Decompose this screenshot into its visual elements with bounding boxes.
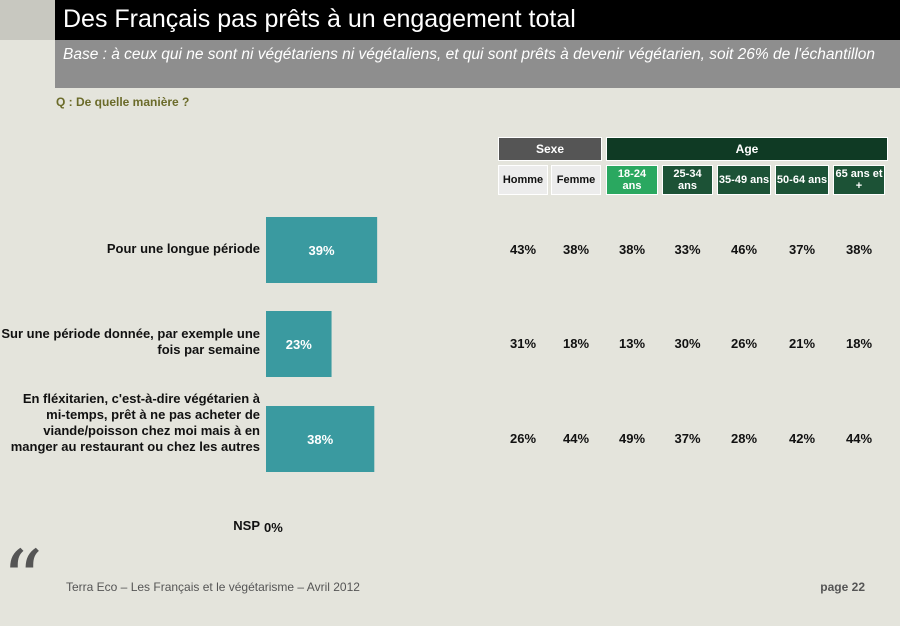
table-cell: 33% (674, 242, 701, 257)
column-header-18-24: 18-24 ans (606, 165, 658, 195)
row-label-nsp: NSP (233, 518, 260, 533)
table-cell: 44% (845, 431, 873, 446)
table-cell: 18% (562, 336, 590, 351)
sexe-group-header: Sexe (498, 137, 602, 161)
column-header-femme: Femme (551, 165, 601, 195)
page-number: page 22 (820, 580, 865, 594)
age-group-header: Age (606, 137, 888, 161)
table-cell: 31% (509, 336, 537, 351)
column-header-25-34: 25-34 ans (662, 165, 713, 195)
table-cell: 38% (618, 242, 646, 257)
table-cell: 38% (845, 242, 873, 257)
bar-0 (266, 217, 378, 283)
column-header-35-49: 35-49 ans (717, 165, 771, 195)
table-cell: 37% (674, 431, 701, 446)
table-cell: 13% (618, 336, 646, 351)
table-cell: 28% (730, 431, 758, 446)
table-cell: 44% (562, 431, 590, 446)
table-cell: 38% (562, 242, 590, 257)
table-cell: 30% (674, 336, 701, 351)
bar-1 (266, 311, 332, 377)
page-title: Des Français pas prêts à un engagement t… (63, 5, 576, 33)
table-cell: 37% (788, 242, 816, 257)
table-cell: 26% (509, 431, 537, 446)
question-text: Q : De quelle manière ? (56, 95, 190, 109)
footer-source: Terra Eco – Les Français et le végétaris… (66, 580, 360, 594)
bar-chart: 39% 23% 38% 0% (264, 217, 378, 535)
bar-label-1: 23% (286, 337, 312, 352)
subtitle-bar: Base : à ceux qui ne sont ni végétariens… (55, 40, 900, 88)
table-cell: 18% (845, 336, 873, 351)
quote-mark-icon: “ (2, 533, 43, 626)
row-label-flexitarien: En fléxitarien, c'est-à-dire végétarien … (10, 391, 260, 454)
column-header-homme: Homme (498, 165, 548, 195)
row-label-periode-donnee: Sur une période donnée, par exemple une … (1, 326, 260, 357)
title-bar: Des Français pas prêts à un engagement t… (55, 0, 900, 40)
table-cell: 21% (788, 336, 816, 351)
bar-2 (266, 406, 375, 472)
title-accent (0, 0, 55, 40)
table-cell: 26% (730, 336, 758, 351)
table-cell: 42% (788, 431, 816, 446)
bar-label-0: 39% (309, 243, 335, 258)
table-cell: 49% (618, 431, 646, 446)
column-header-50-64: 50-64 ans (775, 165, 829, 195)
column-header-65-plus: 65 ans et + (833, 165, 885, 195)
bar-label-3: 0% (264, 520, 283, 535)
table-cell: 43% (509, 242, 537, 257)
row-label-longue-periode: Pour une longue période (106, 241, 260, 256)
page-subtitle: Base : à ceux qui ne sont ni végétariens… (63, 46, 876, 63)
bar-label-2: 38% (307, 432, 333, 447)
table-cell: 46% (730, 242, 758, 257)
